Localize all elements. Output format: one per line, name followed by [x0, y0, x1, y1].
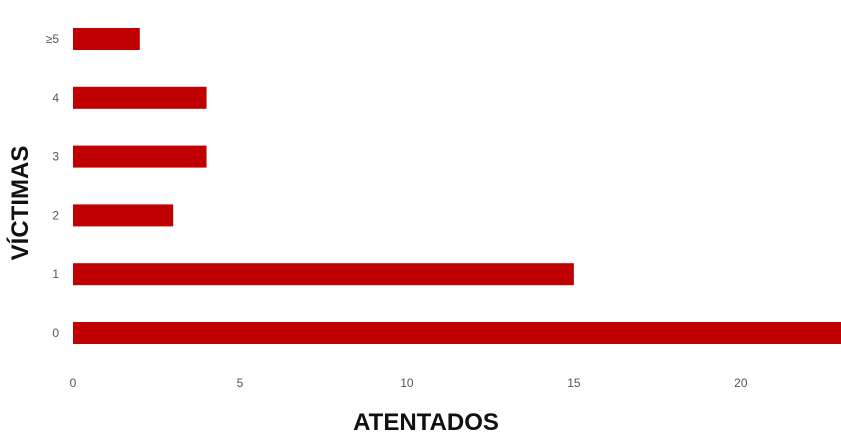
bar-4	[73, 86, 207, 109]
bar-0	[73, 322, 841, 344]
x-tick-label: 20	[734, 376, 748, 390]
y-tick-label: 3	[52, 150, 59, 164]
y-tick-label: ≥5	[46, 32, 60, 46]
bars-group	[73, 28, 841, 344]
y-tick-labels: 0 1 2 3 4 ≥5	[46, 32, 60, 340]
x-tick-label: 0	[70, 376, 77, 390]
x-tick-label: 15	[567, 376, 581, 390]
bar-3	[73, 145, 207, 168]
y-tick-label: 2	[52, 208, 59, 222]
x-axis-title: ATENTADOS	[353, 409, 499, 435]
x-tick-labels: 0 5 10 15 20	[70, 376, 748, 390]
y-tick-label: 1	[52, 267, 59, 281]
x-tick-label: 5	[237, 376, 244, 390]
y-tick-label: 4	[52, 91, 59, 105]
x-tick-label: 10	[400, 376, 414, 390]
bar-1	[73, 263, 574, 286]
y-tick-label: 0	[52, 326, 59, 340]
bar-5	[73, 28, 140, 50]
bar-2	[73, 204, 174, 227]
y-axis-title: VÍCTIMAS	[6, 146, 34, 261]
